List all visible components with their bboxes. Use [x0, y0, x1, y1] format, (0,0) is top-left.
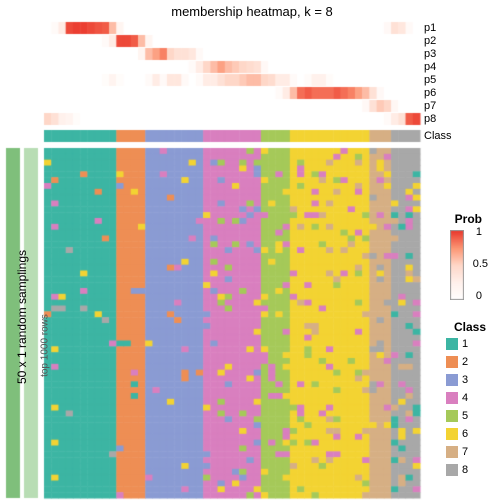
class-swatch — [446, 464, 458, 476]
class-swatch-label: 6 — [462, 428, 468, 440]
class-swatch — [446, 374, 458, 386]
prob-tick-0: 0 — [476, 290, 482, 302]
prob-row-label: p6 — [424, 87, 436, 99]
class-legend-item: 1 — [446, 338, 480, 350]
prob-legend-gradient — [450, 230, 464, 300]
class-swatch-label: 1 — [462, 338, 468, 350]
prob-row-label: p1 — [424, 22, 436, 34]
class-swatch — [446, 338, 458, 350]
class-legend-item: 2 — [446, 356, 480, 368]
class-swatch — [446, 392, 458, 404]
prob-row-label: p5 — [424, 74, 436, 86]
class-legend-item: 7 — [446, 446, 480, 458]
class-legend-item: 3 — [446, 374, 480, 386]
class-swatch-label: 8 — [462, 464, 468, 476]
class-swatch-label: 5 — [462, 410, 468, 422]
yaxis-label-samplings: 50 x 1 random samplings — [15, 247, 29, 387]
class-swatch — [446, 356, 458, 368]
prob-row-label: p8 — [424, 113, 436, 125]
prob-tick-1: 1 — [476, 226, 482, 238]
class-legend-item: 4 — [446, 392, 480, 404]
prob-row-label: p2 — [424, 35, 436, 47]
class-legend-item: 5 — [446, 410, 480, 422]
class-swatch-label: 7 — [462, 446, 468, 458]
class-row-label: Class — [424, 130, 452, 142]
prob-tick-05: 0.5 — [473, 258, 488, 270]
class-legend-title: Class — [454, 320, 486, 334]
class-swatch-label: 2 — [462, 356, 468, 368]
class-swatch — [446, 428, 458, 440]
prob-row-label: p3 — [424, 48, 436, 60]
class-swatch-label: 4 — [462, 392, 468, 404]
class-swatch-label: 3 — [462, 374, 468, 386]
class-legend-item: 6 — [446, 428, 480, 440]
class-swatch — [446, 446, 458, 458]
class-swatch — [446, 410, 458, 422]
class-legend-item: 8 — [446, 464, 480, 476]
prob-row-label: p4 — [424, 61, 436, 73]
yaxis-label-rows: top 1000 rows — [40, 286, 51, 406]
prob-row-label: p7 — [424, 100, 436, 112]
prob-legend-title: Prob — [455, 212, 482, 226]
